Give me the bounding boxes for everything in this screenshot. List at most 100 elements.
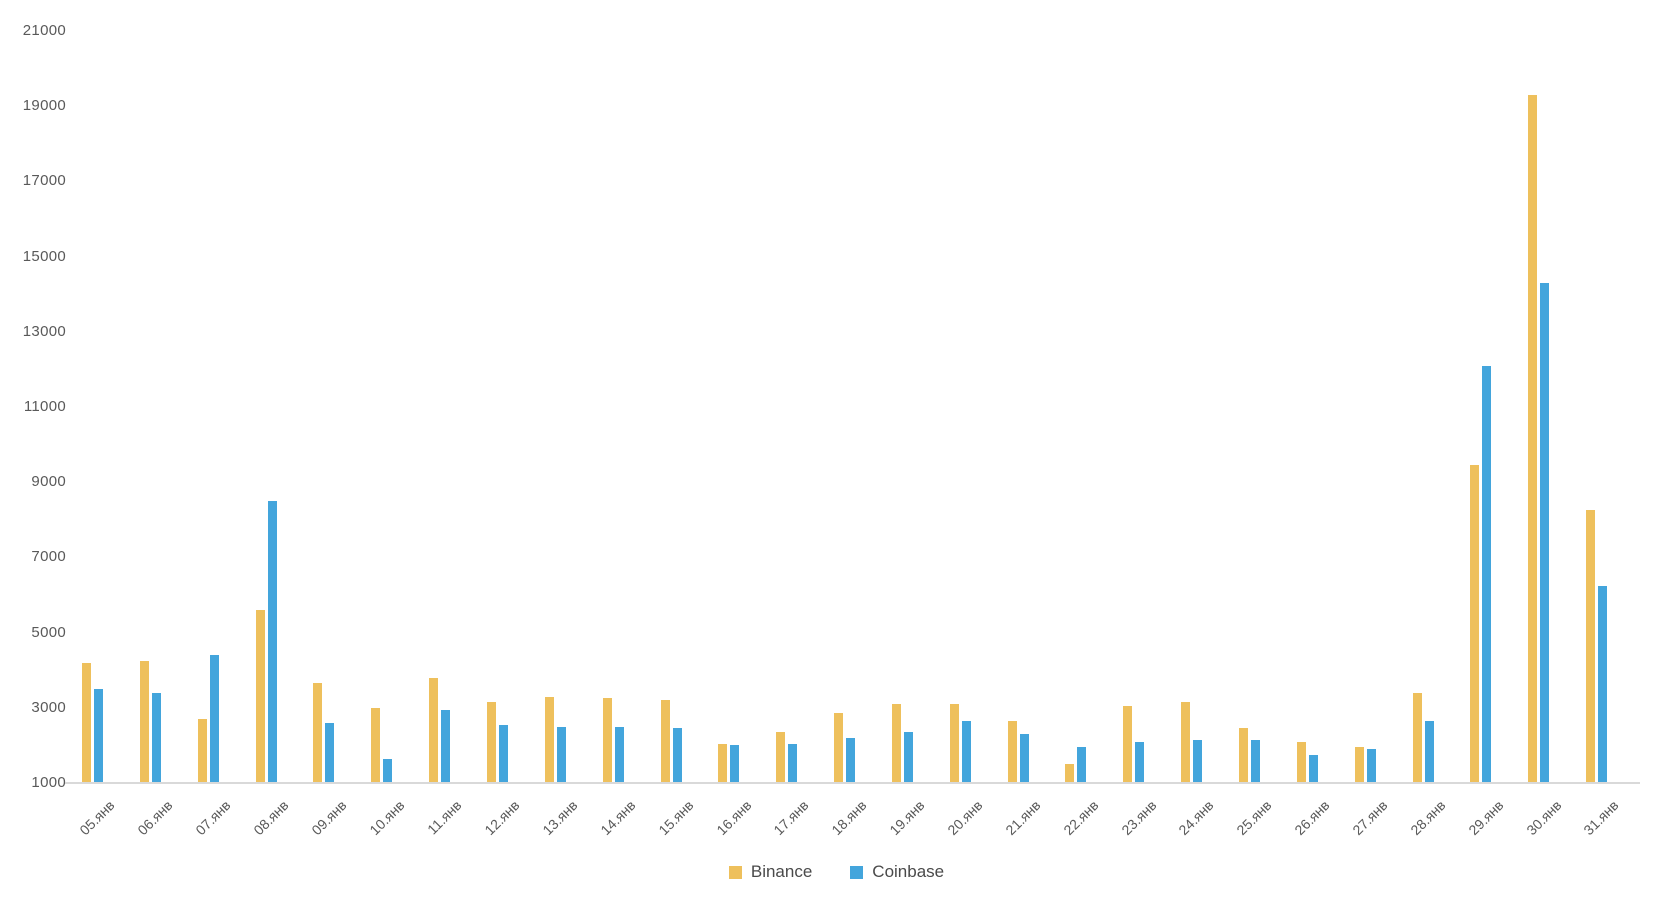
legend-swatch-binance <box>728 865 742 879</box>
bar-binance-20.янв <box>949 704 959 783</box>
x-tick-label: 31.янв <box>1580 797 1622 839</box>
bar-coinbase-07.янв <box>209 655 219 783</box>
legend: Binance Coinbase <box>0 862 1673 882</box>
bar-binance-12.янв <box>486 702 496 783</box>
bar-coinbase-31.янв <box>1598 585 1608 783</box>
y-tick-label: 3000 <box>31 698 66 716</box>
bar-binance-18.янв <box>834 713 844 783</box>
bar-binance-08.янв <box>255 610 265 783</box>
legend-item-coinbase: Coinbase <box>850 862 944 882</box>
bar-coinbase-30.янв <box>1540 282 1550 783</box>
x-tick-label: 06.янв <box>134 797 176 839</box>
bar-binance-07.янв <box>197 719 207 783</box>
bar-coinbase-13.янв <box>556 726 566 783</box>
x-tick-label: 24.янв <box>1175 797 1217 839</box>
bar-coinbase-21.янв <box>1019 734 1029 783</box>
x-tick-label: 22.янв <box>1060 797 1102 839</box>
y-tick-label: 19000 <box>22 97 66 115</box>
bar-binance-14.янв <box>602 698 612 783</box>
x-tick-label: 15.янв <box>655 797 697 839</box>
y-tick-label: 5000 <box>31 623 66 641</box>
bar-binance-10.янв <box>371 707 381 783</box>
bar-binance-06.янв <box>139 660 149 783</box>
y-tick-label: 17000 <box>22 172 66 190</box>
x-tick-label: 10.янв <box>365 797 408 839</box>
x-tick-label: 19.янв <box>886 797 928 839</box>
bar-binance-16.янв <box>718 743 728 783</box>
bar-binance-21.янв <box>1007 720 1017 783</box>
y-tick-label: 15000 <box>22 247 66 265</box>
x-tick-label: 16.янв <box>713 797 755 839</box>
bar-coinbase-24.янв <box>1193 739 1203 783</box>
x-tick-label: 25.янв <box>1233 797 1275 839</box>
bar-binance-29.янв <box>1470 465 1480 783</box>
bar-binance-17.янв <box>776 732 786 783</box>
bar-binance-11.янв <box>429 677 439 783</box>
x-tick-label: 29.янв <box>1465 797 1507 839</box>
bar-coinbase-10.янв <box>383 758 393 783</box>
bar-coinbase-26.янв <box>1308 754 1318 783</box>
bar-binance-15.янв <box>660 700 670 783</box>
bar-coinbase-05.янв <box>94 689 103 783</box>
bar-coinbase-12.янв <box>498 724 508 783</box>
x-tick-label: 27.янв <box>1349 797 1391 839</box>
y-tick-label: 13000 <box>22 322 66 340</box>
bar-binance-05.янв <box>82 662 91 783</box>
bar-coinbase-06.янв <box>151 692 161 783</box>
x-tick-label: 12.янв <box>481 797 523 839</box>
legend-item-binance: Binance <box>728 862 813 882</box>
bar-binance-13.янв <box>544 696 554 783</box>
legend-label-binance: Binance <box>750 862 813 881</box>
bar-coinbase-08.янв <box>267 501 277 783</box>
x-tick-label: 14.янв <box>597 797 639 839</box>
x-tick-label: 23.янв <box>1117 797 1160 839</box>
bar-binance-19.янв <box>891 704 901 783</box>
x-tick-label: 08.янв <box>250 797 292 839</box>
x-tick-label: 30.янв <box>1522 797 1565 839</box>
bar-binance-26.янв <box>1296 741 1306 783</box>
x-axis-line <box>65 782 1640 784</box>
bar-coinbase-17.янв <box>788 743 798 783</box>
bar-binance-28.янв <box>1412 692 1422 783</box>
bar-coinbase-29.янв <box>1482 365 1492 783</box>
bar-coinbase-22.янв <box>1077 747 1087 783</box>
bar-coinbase-27.янв <box>1366 749 1376 783</box>
x-tick-label: 07.янв <box>192 797 234 839</box>
bar-binance-30.янв <box>1528 94 1538 783</box>
y-tick-label: 7000 <box>31 548 66 566</box>
bar-coinbase-23.янв <box>1135 741 1145 783</box>
bar-binance-23.янв <box>1123 705 1133 783</box>
bar-binance-25.янв <box>1239 728 1248 783</box>
bar-coinbase-18.янв <box>846 737 856 783</box>
y-tick-label: 11000 <box>23 398 66 415</box>
bar-coinbase-25.янв <box>1251 739 1260 783</box>
bar-binance-09.янв <box>313 683 323 783</box>
bar-coinbase-28.янв <box>1424 720 1434 783</box>
x-tick-label: 18.янв <box>828 797 870 839</box>
y-tick-label: 1000 <box>31 774 66 791</box>
bar-binance-22.янв <box>1065 764 1075 783</box>
x-tick-label: 20.янв <box>944 797 986 839</box>
bar-binance-27.янв <box>1354 747 1364 783</box>
bar-coinbase-16.янв <box>730 745 740 783</box>
bar-coinbase-14.янв <box>614 726 624 783</box>
legend-swatch-coinbase <box>850 865 864 879</box>
bar-coinbase-11.янв <box>441 709 451 783</box>
y-tick-label: 21000 <box>22 22 66 39</box>
x-tick-label: 21.янв <box>1002 797 1044 839</box>
bar-coinbase-09.янв <box>325 722 335 783</box>
bar-coinbase-15.янв <box>672 728 682 783</box>
bar-binance-31.янв <box>1586 510 1596 783</box>
x-tick-label: 11.янв <box>424 797 465 838</box>
x-tick-label: 17.янв <box>770 797 813 839</box>
bar-binance-24.янв <box>1181 702 1191 783</box>
x-tick-label: 26.янв <box>1291 797 1333 839</box>
y-tick-label: 9000 <box>31 473 66 491</box>
bar-coinbase-19.янв <box>903 732 913 783</box>
bar-coinbase-20.янв <box>961 720 971 783</box>
x-tick-label: 28.янв <box>1407 797 1449 839</box>
x-tick-label: 09.янв <box>308 797 350 839</box>
x-tick-label: 05.янв <box>76 797 118 839</box>
x-tick-label: 13.янв <box>539 797 581 839</box>
